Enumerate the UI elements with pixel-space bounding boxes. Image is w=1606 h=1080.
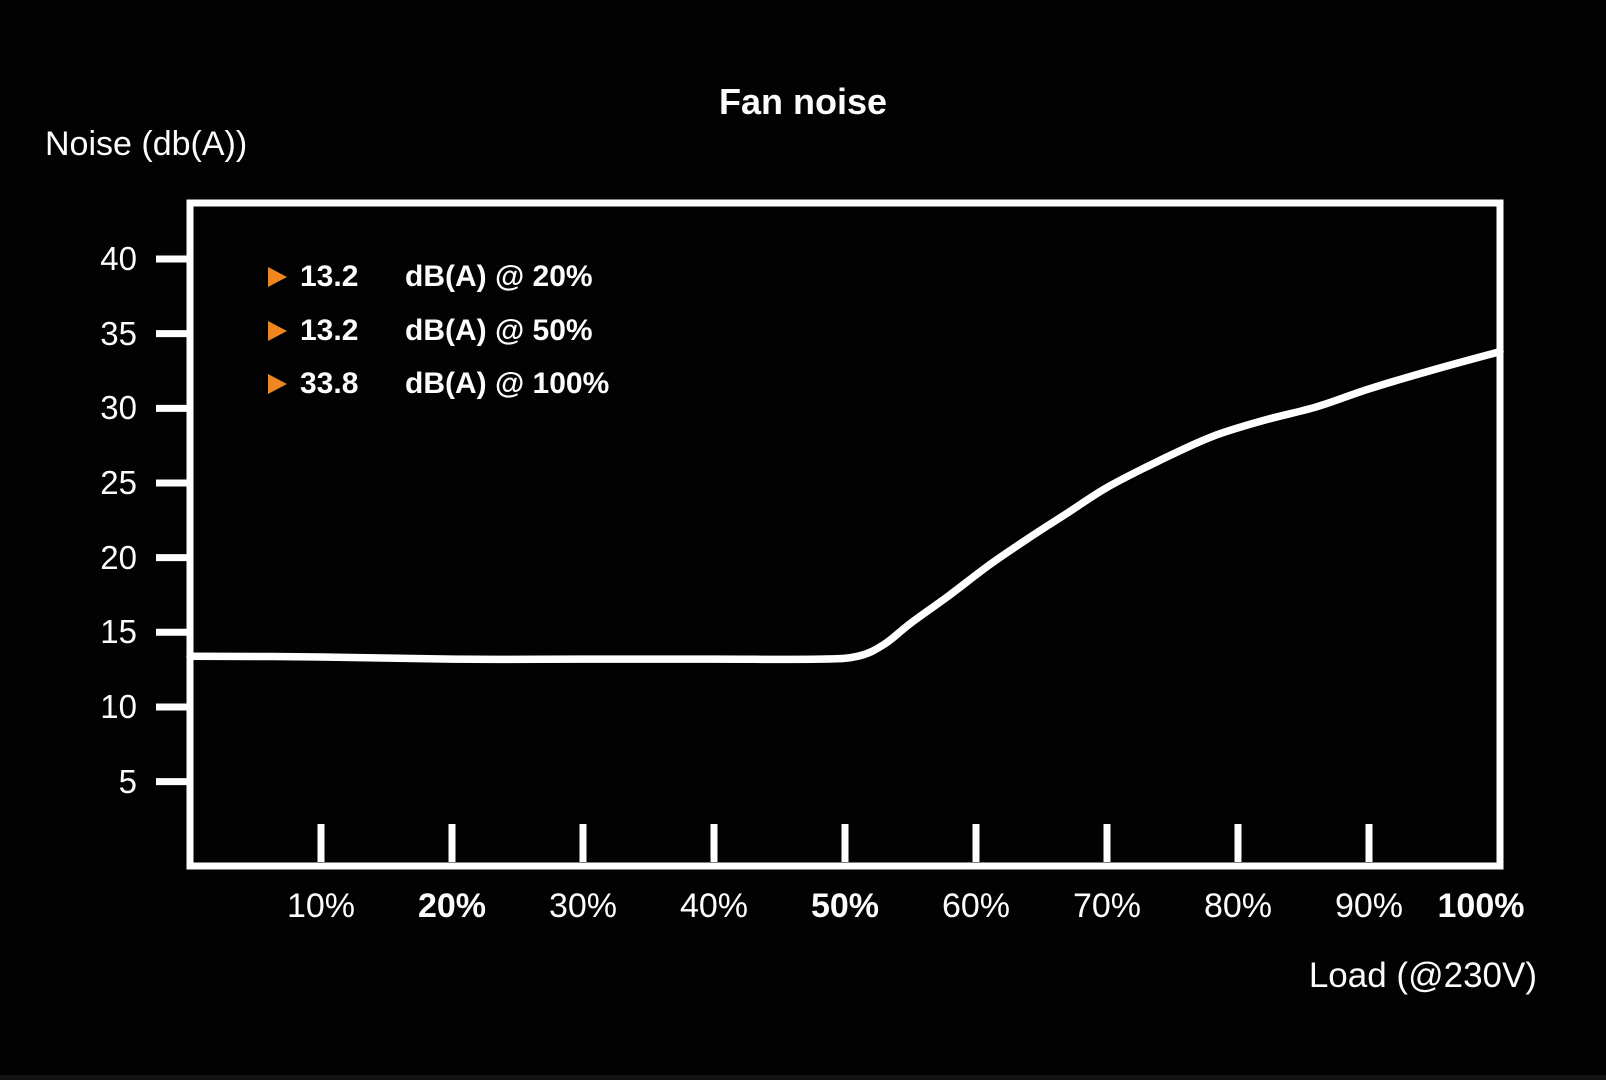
legend-item: 13.2 dB(A) @ 20% xyxy=(268,259,593,295)
noise-curve xyxy=(186,347,1504,664)
plot-border xyxy=(186,199,1504,870)
y-tick-label: 40 xyxy=(100,240,137,277)
triangle-marker-icon xyxy=(268,374,287,394)
x-tick-label: 70% xyxy=(1072,887,1142,925)
x-tick-label: 80% xyxy=(1203,887,1273,925)
y-tick-label: 30 xyxy=(100,389,137,427)
chart-title: Fan noise xyxy=(718,81,888,122)
y-axis-title: Noise (db(A)) xyxy=(45,125,248,163)
x-tick-label: 20% xyxy=(417,887,487,925)
legend-label: dB(A) @ 50% xyxy=(405,313,593,347)
legend-value: 13.2 xyxy=(300,260,359,293)
legend-item: 13.2 dB(A) @ 50% xyxy=(268,313,593,349)
y-tick-label: 10 xyxy=(100,687,137,725)
y-tick-label: 35 xyxy=(100,314,137,352)
y-tick-label: 20 xyxy=(100,538,137,576)
legend-value: 13.2 xyxy=(300,313,359,347)
x-tick-label: 50% xyxy=(810,887,880,925)
y-tick-label: 15 xyxy=(100,613,137,651)
x-tick-label: 60% xyxy=(941,887,1011,925)
legend-label: dB(A) @ 100% xyxy=(405,367,610,400)
x-tick-label: 40% xyxy=(679,887,749,925)
legend-label: dB(A) @ 20% xyxy=(405,260,593,293)
y-tick-label: 5 xyxy=(118,762,137,800)
bottom-edge-strip xyxy=(0,1075,1606,1080)
x-tick-label: 10% xyxy=(286,887,356,925)
triangle-marker-icon xyxy=(268,320,287,341)
legend-item: 33.8 dB(A) @ 100% xyxy=(268,366,609,402)
x-tick-label: 100% xyxy=(1437,887,1525,925)
y-tick-label: 25 xyxy=(100,463,137,501)
legend-value: 33.8 xyxy=(300,367,359,400)
x-axis-title: Load (@230V) xyxy=(1308,956,1537,995)
x-tick-label: 30% xyxy=(548,887,618,925)
x-tick-label: 90% xyxy=(1334,887,1404,925)
triangle-marker-icon xyxy=(268,267,287,287)
